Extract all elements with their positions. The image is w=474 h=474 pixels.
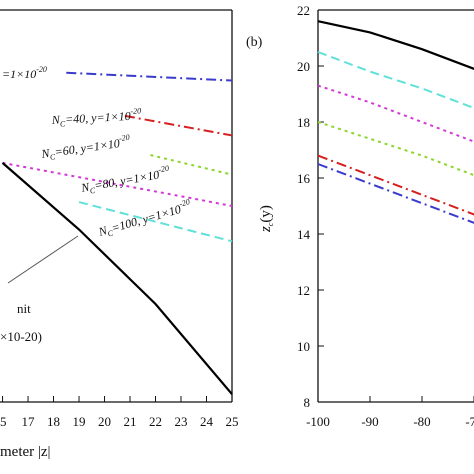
curve-label-1: =1×10-20 — [2, 65, 47, 81]
panel-b-y-tick-label: 18 — [297, 115, 310, 130]
panel-b-series — [317, 20, 474, 224]
panel-a-series-line-5 — [78, 201, 233, 243]
curve-label-nc80: NC=80, y=1×10-20 — [79, 164, 171, 197]
panel-a-x-tick-label: 21 — [124, 414, 137, 429]
panel-b-series-line-3 — [317, 84, 474, 143]
panel-a-x-tick-label: 25 — [226, 414, 239, 429]
panel-a-series-line-2 — [124, 114, 233, 137]
panel-a-x-tick-label: 17 — [22, 414, 36, 429]
panel-a-series-line-6 — [1, 162, 233, 395]
panel-a-series — [1, 71, 233, 395]
panel-a-x-tick-label: 5 — [0, 414, 7, 429]
panel-b-x-tick-label: -80 — [413, 414, 430, 429]
panel-b-series-line-4 — [317, 121, 474, 177]
panel-b-x-tick-label: -100 — [306, 414, 330, 429]
panel-b-y-tick-label: 12 — [297, 283, 310, 298]
curve-label-nc40: NC=40, y=1×10-20 — [50, 106, 141, 129]
curve-label-nc60: NC=60, y=1×10-20 — [39, 133, 131, 163]
panel-b-series-line-2 — [317, 51, 474, 110]
panel-a-series-line-4 — [2, 161, 233, 207]
panel-b-y-tick-label: 14 — [297, 227, 311, 242]
panel-b-x-tick-label: -90 — [361, 414, 378, 429]
panel-b-ticks: -100 -90 -80 -70 8 10 12 14 16 18 20 22 — [297, 3, 474, 429]
limit-label-line2: ×10-20) — [0, 329, 42, 344]
panel-b-tag: (b) — [246, 35, 263, 50]
panel-a-x-tick-label: 20 — [98, 414, 111, 429]
panel-b-series-line-6 — [317, 163, 474, 224]
panel-b-x-tick-label: -70 — [465, 414, 474, 429]
panel-b-y-tick-label: 20 — [297, 59, 310, 74]
panel-a: 5 17 18 19 20 21 22 23 24 25 =1×10-20 NC=40, y=1×… — [0, 9, 239, 460]
panel-a-x-tick-label: 22 — [149, 414, 162, 429]
panel-a-x-tick-label: 18 — [47, 414, 60, 429]
panel-a-x-axis-label: meter |z| — [0, 444, 51, 460]
panel-b-y-tick-label: 16 — [297, 171, 311, 186]
panel-a-series-line-1 — [66, 71, 233, 82]
panel-b-y-tick-label: 22 — [297, 3, 310, 18]
panel-b-y-axis-label: zc(y) — [258, 205, 275, 233]
panel-b-series-line-1 — [317, 20, 474, 70]
panel-b-series-line-5 — [317, 154, 474, 216]
curve-label-nc100: NC=100, y=1×10-20 — [95, 197, 193, 241]
limit-label-line1: nit — [17, 301, 31, 316]
panel-b-y-tick-label: 8 — [304, 395, 311, 410]
panel-b: (b) -100 -90 -80 -70 8 10 12 14 16 18 20 22 zc(y) — [246, 3, 474, 429]
panel-a-x-ticks: 5 17 18 19 20 21 22 23 24 25 — [0, 396, 239, 429]
panel-a-x-tick-label: 24 — [200, 414, 214, 429]
panel-b-y-tick-label: 10 — [297, 339, 310, 354]
panel-a-x-tick-label: 19 — [73, 414, 86, 429]
limit-pointer-line — [7, 235, 79, 284]
panel-a-x-tick-label: 23 — [175, 414, 188, 429]
